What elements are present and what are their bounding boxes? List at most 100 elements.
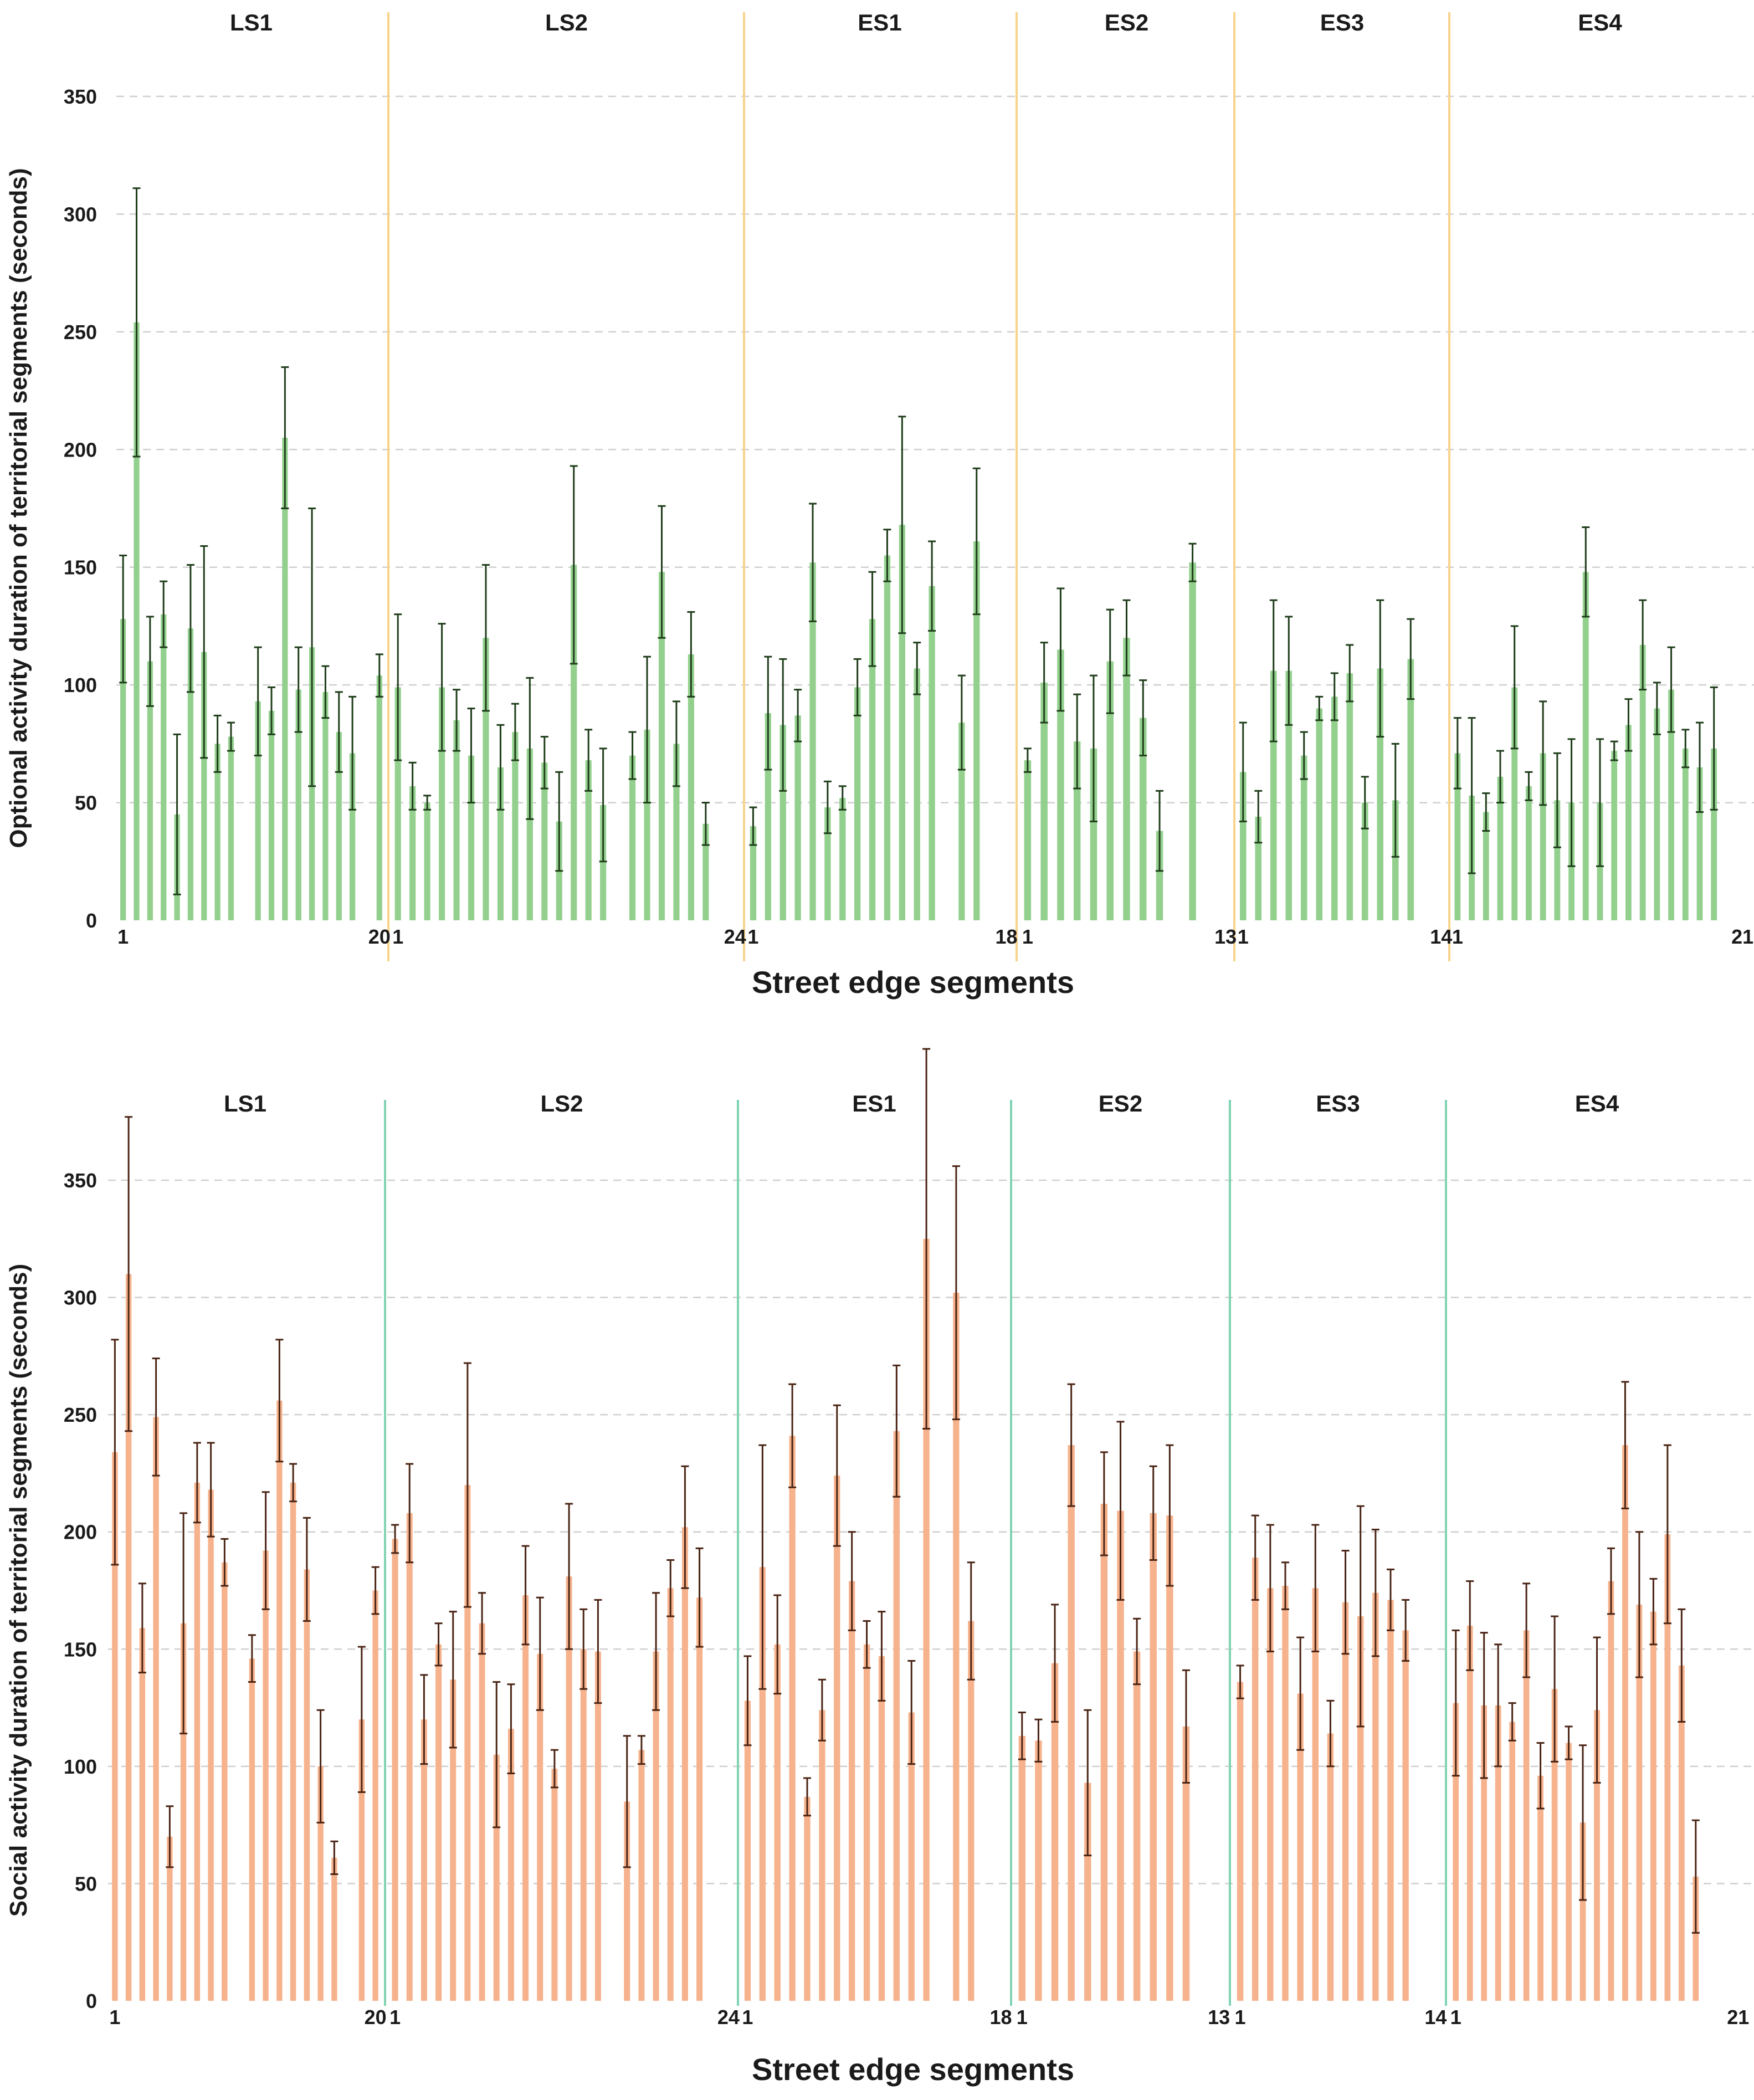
bottom-bar — [1566, 1743, 1572, 2001]
bottom-bar — [638, 1750, 645, 2001]
top-bar — [1123, 638, 1130, 920]
top-bar — [424, 802, 430, 920]
top-bar — [268, 710, 275, 920]
bottom-bar — [1252, 1558, 1259, 2001]
top-bar — [1255, 817, 1262, 920]
top-bar — [1497, 776, 1504, 920]
bottom-group-title: ES2 — [1099, 1090, 1142, 1116]
top-bar — [453, 720, 460, 920]
bottom-group-title: ES1 — [852, 1090, 896, 1116]
top-x-tick-label: 20 — [368, 925, 391, 948]
top-bar — [914, 668, 920, 920]
top-bar — [1454, 753, 1461, 920]
top-y-tick-label: 350 — [64, 85, 97, 108]
bottom-bar — [1166, 1515, 1173, 2001]
top-bar — [483, 638, 489, 920]
top-bar — [1106, 661, 1114, 920]
top-bar — [1625, 725, 1632, 920]
top-bar — [929, 586, 935, 920]
top-bar — [1511, 687, 1518, 920]
bottom-x-tick-label: 21 — [1727, 2006, 1749, 2029]
top-bar — [899, 525, 905, 920]
top-bar — [1270, 670, 1277, 920]
bottom-bar — [290, 1482, 296, 2001]
bottom-bar — [1372, 1592, 1379, 2001]
top-group-title: LS1 — [230, 9, 273, 35]
top-y-tick-label: 300 — [64, 203, 97, 226]
top-bar — [1554, 800, 1561, 920]
top-bar — [228, 736, 234, 920]
top-bar — [1654, 708, 1660, 920]
bottom-bar — [1608, 1581, 1614, 2001]
bottom-bar — [1551, 1689, 1558, 2001]
bottom-bar — [317, 1766, 324, 2001]
top-x-tick-label: 1 — [1238, 925, 1249, 948]
bottom-bar — [1237, 1682, 1244, 2001]
bottom-bar — [594, 1651, 601, 2001]
top-bar — [1483, 812, 1489, 920]
bottom-bar — [580, 1649, 587, 2001]
bottom-x-tick-label: 24 — [717, 2006, 740, 2029]
top-bar — [794, 715, 801, 920]
bottom-bar — [1679, 1665, 1685, 2001]
top-bar — [1285, 670, 1293, 920]
top-group-title: ES2 — [1105, 9, 1148, 35]
bottom-bar — [263, 1550, 269, 2001]
bottom-bar — [1402, 1630, 1409, 2001]
top-bar — [765, 713, 771, 920]
top-bar — [394, 687, 401, 920]
bottom-bar — [908, 1712, 915, 2001]
bottom-bar — [112, 1452, 118, 2001]
bottom-bar — [1650, 1611, 1656, 2001]
bottom-bar — [1182, 1726, 1190, 2001]
bottom-bar — [667, 1588, 674, 2001]
top-bar — [1711, 748, 1717, 920]
bottom-group-title: LS1 — [224, 1090, 266, 1116]
bottom-bar — [1312, 1588, 1319, 2001]
bottom-bar — [420, 1719, 427, 2001]
top-group-title: LS2 — [545, 9, 588, 35]
top-group-title: ES1 — [858, 9, 901, 35]
top-bar — [1300, 755, 1307, 920]
top-bar — [824, 807, 831, 920]
bottom-bar — [744, 1701, 751, 2001]
top-bar — [1668, 689, 1674, 920]
top-bar — [468, 755, 475, 920]
top-bar — [1526, 786, 1532, 920]
top-bar — [439, 687, 445, 920]
top-bar — [409, 786, 416, 920]
bottom-bar — [1133, 1651, 1141, 2001]
bottom-bar — [551, 1769, 558, 2001]
bottom-x-tick-label: 1 — [1017, 2006, 1028, 2029]
bottom-bar — [372, 1590, 378, 2001]
bottom-bar — [276, 1400, 283, 2001]
top-bar — [1696, 767, 1703, 920]
top-x-tick-label: 13 — [1214, 925, 1237, 948]
top-bar — [497, 767, 504, 920]
bottom-bar — [1051, 1663, 1059, 2001]
bottom-bar — [1117, 1510, 1124, 2001]
top-bar — [1024, 760, 1032, 920]
top-bar — [1346, 673, 1353, 920]
top-bar — [350, 753, 356, 920]
bottom-bar — [1150, 1513, 1157, 2001]
bottom-x-tick-label: 1 — [389, 2006, 401, 2029]
bottom-bar — [167, 1836, 173, 2001]
bottom-bar — [1342, 1602, 1349, 2001]
top-bar — [958, 723, 965, 920]
top-bar — [1140, 718, 1147, 920]
top-y-tick-label: 250 — [64, 321, 97, 344]
top-bar — [1057, 649, 1064, 920]
bottom-bar — [1466, 1625, 1473, 2001]
bottom-bar — [1622, 1445, 1628, 2001]
bottom-bar — [450, 1679, 457, 2001]
bottom-bar — [968, 1621, 975, 2001]
top-bar — [1407, 659, 1414, 920]
top-bar — [884, 555, 891, 920]
top-x-tick-label: 1 — [117, 925, 129, 948]
bottom-bar — [249, 1658, 255, 2001]
top-bar — [295, 689, 301, 920]
bottom-bar — [893, 1431, 900, 2001]
top-bar — [120, 619, 126, 920]
top-y-tick-label: 150 — [64, 556, 97, 579]
